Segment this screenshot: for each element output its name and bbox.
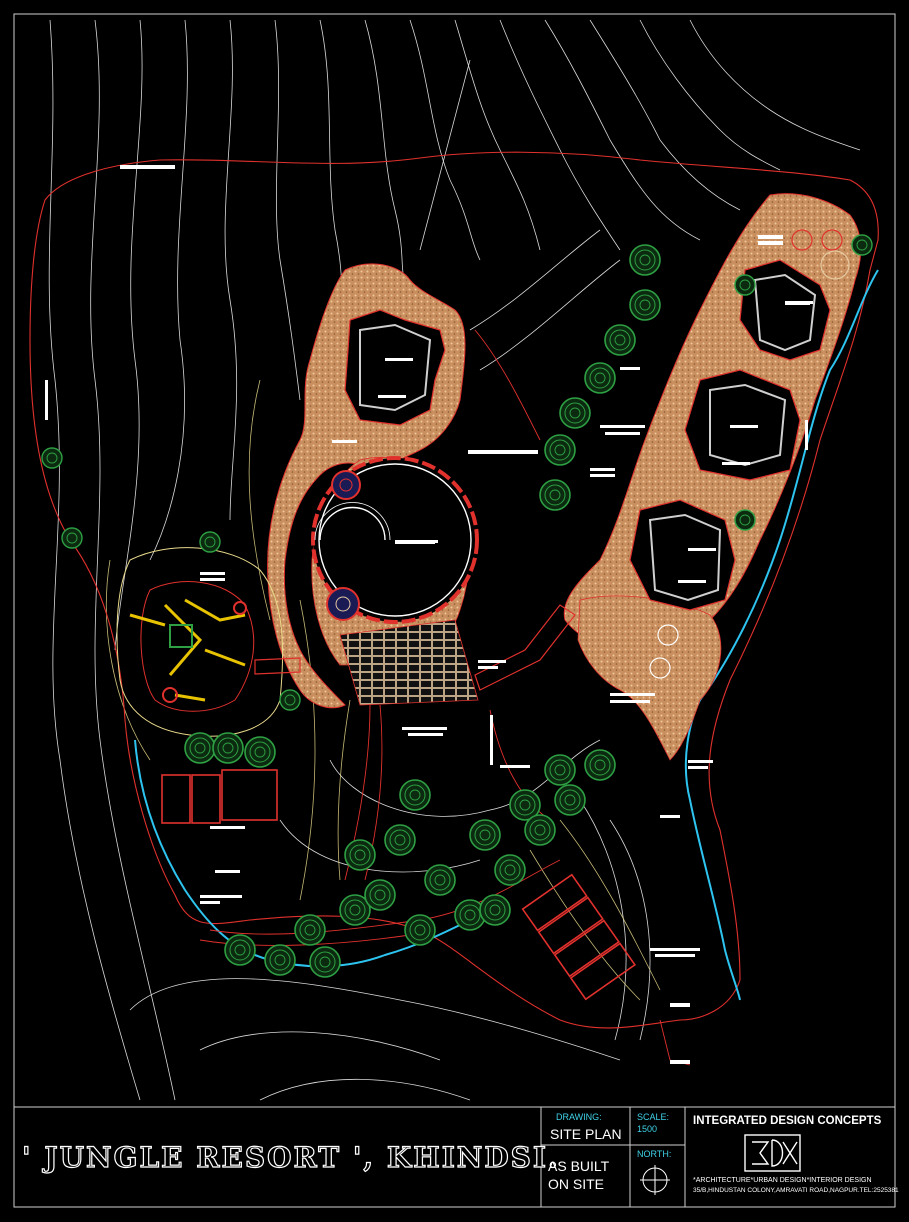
site-boundary bbox=[29, 151, 879, 1029]
firm-tagline: *ARCHITECTURE*URBAN DESIGN*INTERIOR DESI… bbox=[693, 1177, 872, 1184]
sheet-border bbox=[13, 13, 896, 1208]
lake-edge-east bbox=[684, 269, 879, 1001]
drawing-name: SITE PLAN bbox=[550, 1126, 622, 1142]
play-area-inner bbox=[140, 581, 255, 712]
east-plaza bbox=[577, 595, 722, 761]
status-line-1: AS BUILT bbox=[548, 1158, 610, 1174]
parking-west bbox=[161, 769, 278, 824]
cottage-east-3 bbox=[629, 499, 736, 611]
play-structures bbox=[129, 598, 247, 703]
firm-address: 35/B,HINDUSTAN COLONY,AMRAVATI ROAD,NAGP… bbox=[693, 1187, 899, 1194]
contour-lines-warm bbox=[106, 379, 661, 1001]
contour-lines bbox=[48, 19, 861, 1101]
north-label: NORTH: bbox=[637, 1149, 672, 1159]
status-line-2: ON SITE bbox=[548, 1176, 605, 1192]
scale-value: 1500 bbox=[637, 1124, 658, 1134]
ne-round-features bbox=[649, 229, 850, 679]
central-hall bbox=[311, 456, 479, 624]
firm-logo-icon bbox=[744, 1134, 801, 1172]
drawing-label: DRAWING: bbox=[556, 1112, 602, 1122]
boardwalk-east bbox=[474, 604, 576, 691]
project-title: ' JUNGLE RESORT ', KHINDSI. bbox=[21, 1140, 560, 1174]
scale-label: SCALE: bbox=[637, 1112, 670, 1122]
cottage-north bbox=[344, 309, 446, 426]
cottage-east-2 bbox=[684, 369, 801, 481]
compass-north-icon bbox=[640, 1165, 670, 1195]
play-area bbox=[116, 547, 284, 737]
drawing-label-plates bbox=[45, 165, 813, 1064]
parking-south bbox=[521, 873, 637, 1001]
paved-court bbox=[339, 619, 479, 706]
boardwalk-west bbox=[254, 657, 301, 675]
firm-name: INTEGRATED DESIGN CONCEPTS bbox=[693, 1115, 882, 1127]
title-block-frame bbox=[14, 1106, 895, 1207]
